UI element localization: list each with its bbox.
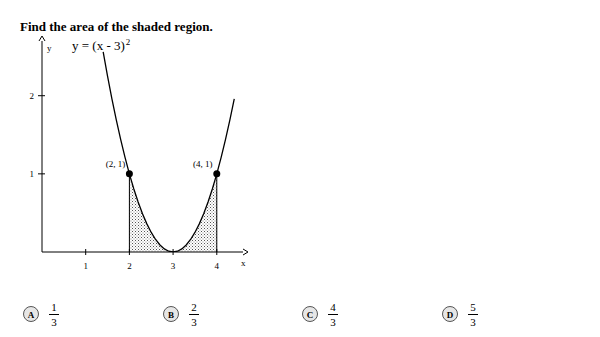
choice-numerator: 2 bbox=[191, 301, 197, 313]
choice-letter: B bbox=[168, 310, 174, 320]
choice-letter: D bbox=[447, 310, 454, 320]
choice-numerator: 4 bbox=[330, 301, 336, 313]
fraction-bar bbox=[468, 314, 478, 315]
choice-bubble bbox=[164, 307, 179, 322]
x-tick-label: 1 bbox=[83, 261, 88, 271]
point bbox=[126, 170, 133, 177]
x-tick bbox=[85, 249, 86, 255]
x-axis bbox=[42, 252, 243, 253]
point-label: (4, 1) bbox=[193, 159, 213, 169]
x-axis-label: x bbox=[241, 258, 246, 268]
choice-denominator: 3 bbox=[191, 316, 197, 328]
x-tick bbox=[129, 249, 130, 255]
shade-edge bbox=[216, 174, 217, 252]
point-label: (2, 1) bbox=[106, 159, 126, 169]
y-tick-label: 1 bbox=[30, 169, 35, 179]
fraction-bar bbox=[189, 314, 199, 315]
choice-denominator: 3 bbox=[470, 316, 476, 328]
point bbox=[213, 170, 220, 177]
choice-numerator: 5 bbox=[470, 301, 476, 313]
choice-denominator: 3 bbox=[51, 316, 57, 328]
x-tick-label: 2 bbox=[127, 261, 132, 271]
x-tick-label: 4 bbox=[215, 261, 220, 271]
fraction-bar bbox=[328, 314, 338, 315]
equation: y = (x - 3) bbox=[72, 38, 125, 53]
y-axis-label: y bbox=[47, 43, 52, 53]
x-arrow bbox=[243, 249, 248, 255]
y-tick-label: 2 bbox=[30, 91, 35, 101]
equation-exponent: 2 bbox=[126, 37, 131, 47]
background bbox=[0, 0, 600, 337]
question: Find the area of the shaded region. bbox=[20, 19, 213, 34]
curve bbox=[103, 52, 234, 252]
choice-bubble bbox=[24, 307, 39, 322]
page: Find the area of the shaded region. y = (… bbox=[0, 0, 600, 337]
x-tick bbox=[216, 249, 217, 255]
x-tick-label: 3 bbox=[171, 261, 176, 271]
y-axis bbox=[42, 41, 43, 252]
choice-bubble bbox=[443, 307, 458, 322]
choice-letter: A bbox=[28, 310, 35, 320]
fraction-bar bbox=[49, 314, 59, 315]
y-tick bbox=[38, 95, 45, 96]
shade-edge bbox=[129, 174, 130, 252]
plot-area bbox=[103, 52, 234, 252]
choice-denominator: 3 bbox=[330, 316, 336, 328]
choice-numerator: 1 bbox=[51, 301, 57, 313]
y-arrow bbox=[39, 36, 45, 41]
choice-bubble bbox=[303, 307, 318, 322]
x-tick bbox=[173, 249, 174, 255]
choice-letter: C bbox=[307, 310, 314, 320]
y-tick bbox=[38, 173, 45, 174]
